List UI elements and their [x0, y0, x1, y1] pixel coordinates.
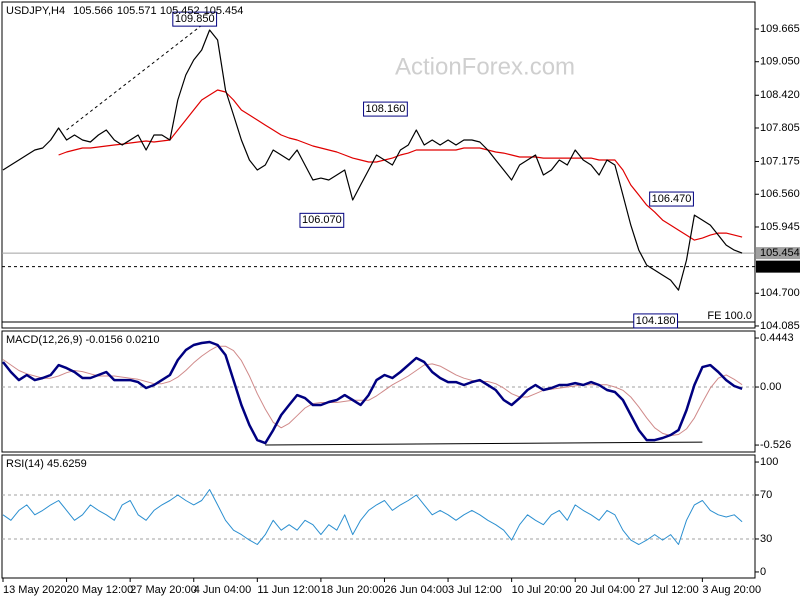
series-line [2, 489, 743, 545]
y-tick-label: 104.700 [760, 287, 800, 299]
panel-title: MACD(12,26,9) -0.0156 0.0210 [6, 334, 159, 346]
title-text: USDJPY,H4 [6, 5, 65, 17]
y-tick-label: 100 [760, 456, 778, 468]
x-tick-label: 27 May 20:00 [130, 584, 197, 596]
panel-frame [1, 454, 756, 579]
y-tick-label: 107.175 [760, 155, 800, 167]
series-line [58, 89, 743, 241]
ohlc-value: 105.566 [73, 5, 113, 17]
fe-label: FE 100.0 [707, 310, 752, 322]
annotation-box [299, 212, 345, 228]
trendline [66, 18, 210, 131]
price-level-tag [756, 247, 800, 260]
x-tick-label: 11 Jun 12:00 [257, 584, 320, 596]
title-text: RSI(14) 45.6259 [6, 458, 87, 470]
series-line [2, 340, 743, 445]
y-tick-label: 0.4443 [760, 332, 794, 344]
y-tick-label: 108.420 [760, 89, 800, 101]
y-tick-label: 30 [760, 533, 772, 545]
series-line [2, 345, 743, 437]
y-tick-label: 70 [760, 489, 772, 501]
annotation-label: 106.470 [652, 193, 692, 205]
price-level-label: 105.200 [760, 261, 800, 273]
y-tick-label: 107.805 [760, 122, 800, 134]
x-tick-label: 27 Jul 12:00 [639, 584, 699, 596]
annotation-box [172, 11, 218, 27]
y-tick-label: 109.665 [760, 23, 800, 35]
annotation-box [633, 313, 679, 329]
y-tick-label: 105.945 [760, 221, 800, 233]
y-tick-label: -0.526 [760, 439, 791, 451]
y-tick-label: 0 [760, 566, 766, 578]
ohlc-value: 105.454 [204, 5, 244, 17]
x-tick-label: 10 Jul 20:00 [512, 584, 572, 596]
price-level-tag [756, 260, 800, 273]
annotation-label: 108.160 [366, 103, 406, 115]
panel-title: USDJPY,H4 105.566 105.571 105.452 105.454 [6, 5, 243, 17]
x-tick-label: 20 May 12:00 [67, 584, 134, 596]
x-tick-label: 3 Jul 12:00 [448, 584, 502, 596]
annotation-label: 109.850 [175, 13, 215, 25]
x-tick-label: 13 May 2020 [3, 584, 67, 596]
watermark: ActionForex.com [395, 53, 575, 80]
annotation-box [649, 191, 694, 207]
panel-title: RSI(14) 45.6259 [6, 458, 87, 470]
x-tick-label: 4 Jun 04:00 [194, 584, 252, 596]
price-level-label: 105.454 [760, 247, 800, 259]
panel-frame [1, 1, 756, 329]
x-tick-label: 26 Jun 04:00 [384, 584, 448, 596]
series-line [2, 29, 743, 291]
ohlc-value: 105.452 [160, 5, 200, 17]
y-tick-label: 106.560 [760, 188, 800, 200]
title-text: MACD(12,26,9) -0.0156 0.0210 [6, 334, 159, 346]
annotation-label: 104.180 [636, 315, 676, 327]
panel-frame [1, 330, 756, 453]
y-tick-label: 0.00 [760, 381, 781, 393]
annotation-label: 106.070 [302, 214, 342, 226]
y-tick-label: 104.085 [760, 320, 800, 332]
ohlc-value: 105.571 [117, 5, 157, 17]
trendline [265, 441, 703, 446]
x-tick-label: 20 Jul 04:00 [575, 584, 635, 596]
x-tick-label: 3 Aug 20:00 [702, 584, 761, 596]
annotation-box [363, 101, 408, 117]
x-tick-label: 18 Jun 20:00 [321, 584, 385, 596]
y-tick-label: 109.050 [760, 56, 800, 68]
